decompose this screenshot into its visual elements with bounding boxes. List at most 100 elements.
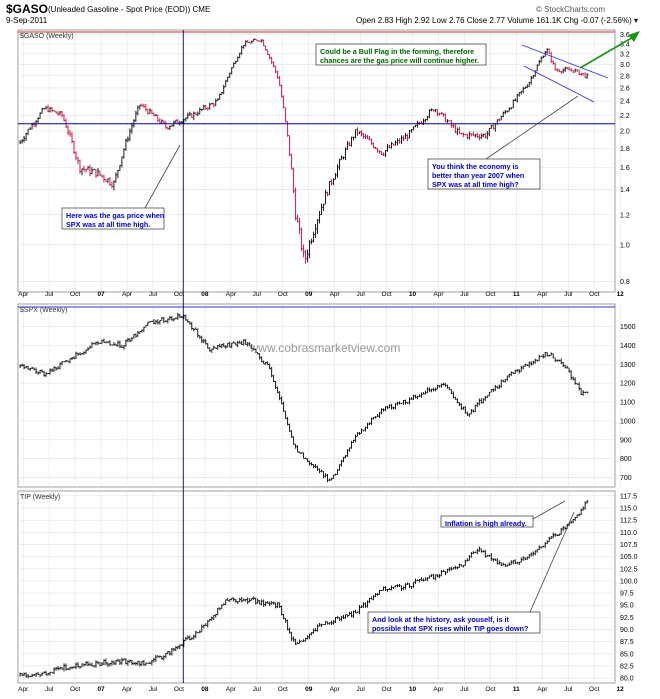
x-tick-label: Apr	[122, 291, 133, 298]
annotation-gas-price: Here was the gas price when SPX was at al…	[66, 211, 164, 229]
y-tick-label: 1300	[620, 362, 636, 369]
x-tick-label: 10	[409, 686, 417, 693]
y-tick-label: 800	[620, 456, 632, 463]
x-tick-label: Apr	[122, 686, 133, 693]
flag-upper-line	[521, 44, 609, 79]
y-tick-label: 1.4	[620, 187, 630, 194]
x-tick-label: Apr	[330, 291, 341, 298]
x-tick-label: Jul	[564, 686, 573, 693]
y-tick-label: 2.4	[620, 99, 630, 106]
y-tick-label: 900	[620, 437, 632, 444]
annotation-inflation-pointer	[532, 500, 566, 520]
y-tick-label: 1.0	[620, 242, 630, 249]
annotation-bull-flag: Could be a Bull Flag in the forming, the…	[320, 47, 479, 65]
x-tick-label: 09	[305, 291, 313, 298]
annotation-economy-box	[427, 158, 541, 190]
panel-title: $GASO (Weekly)	[20, 33, 74, 40]
x-tick-label: Apr	[537, 291, 548, 298]
x-tick-label: Oct	[70, 686, 80, 693]
y-tick-label: 3.0	[620, 62, 630, 69]
watermark: www.cobrasmarketview.com	[249, 341, 401, 355]
y-tick-label: 1.8	[620, 146, 630, 153]
y-tick-label: 100.0	[620, 578, 638, 585]
x-tick-label: Jul	[564, 291, 573, 298]
y-tick-label: 97.5	[620, 591, 634, 598]
x-tick-label: 12	[617, 291, 625, 298]
y-tick-label: 1.2	[620, 212, 630, 219]
x-tick-label: Apr	[226, 291, 237, 298]
y-tick-label: 105.0	[620, 554, 638, 561]
x-tick-label: Apr	[537, 686, 548, 693]
x-tick-label: Apr	[433, 686, 444, 693]
x-tick-label: Oct	[382, 291, 392, 298]
y-tick-label: 80.0	[620, 676, 634, 683]
x-tick-label: Jul	[356, 686, 365, 693]
y-tick-label: 110.0	[620, 530, 637, 537]
y-tick-label: 3.2	[620, 51, 630, 58]
y-tick-label: 117.5	[620, 493, 637, 500]
x-tick-label: Oct	[70, 291, 80, 298]
y-tick-label: 2.0	[620, 128, 630, 135]
y-tick-label: 700	[620, 475, 632, 482]
x-tick-label: Oct	[278, 686, 288, 693]
x-tick-label: Apr	[18, 291, 29, 298]
x-tick-label: Oct	[589, 686, 599, 693]
annotation-tip-history: And look at the history, ask youself, is…	[372, 615, 528, 633]
x-tick-label: 08	[201, 291, 209, 298]
x-tick-label: Oct	[485, 686, 495, 693]
x-tick-label: 07	[97, 686, 105, 693]
panel-1	[17, 303, 616, 488]
annotation-bull-flag-box	[315, 43, 487, 66]
y-tick-label: 107.5	[620, 542, 638, 549]
x-tick-label: 11	[513, 686, 520, 693]
x-tick-label: 10	[409, 291, 417, 298]
y-tick-label: 1500	[620, 324, 636, 331]
x-tick-label: 11	[513, 291, 520, 298]
x-tick-label: Jul	[45, 686, 54, 693]
x-tick-label: Oct	[382, 686, 392, 693]
x-tick-label: Jul	[460, 686, 469, 693]
y-tick-label: 95.0	[620, 603, 634, 610]
y-tick-label: 0.8	[620, 279, 630, 286]
annotation-inflation-box	[440, 515, 534, 528]
y-tick-label: 1000	[620, 418, 636, 425]
price-bars	[19, 500, 589, 679]
annotation-economy: You think the economy is better than year…	[432, 162, 524, 189]
annotation-gas-price-pointer	[144, 144, 181, 209]
y-tick-label: 3.4	[620, 41, 630, 48]
x-tick-label: Jul	[356, 291, 365, 298]
y-tick-label: 2.8	[620, 73, 630, 80]
x-tick-label: 07	[97, 291, 105, 298]
y-tick-label: 87.5	[620, 639, 634, 646]
y-tick-label: 90.0	[620, 627, 634, 634]
x-tick-label: Apr	[433, 291, 444, 298]
x-tick-label: Oct	[589, 291, 599, 298]
up-arrow	[579, 35, 636, 69]
arrow-head	[628, 31, 640, 42]
chart-date: 9-Sep-2011	[6, 16, 48, 25]
price-bars	[19, 312, 589, 483]
y-tick-label: 85.0	[620, 651, 634, 658]
y-tick-label: 1100	[620, 400, 635, 407]
x-tick-label: Jul	[253, 686, 262, 693]
y-tick-label: 2.2	[620, 113, 630, 120]
x-tick-label: Oct	[174, 291, 184, 298]
annotation-inflation: Inflation is high already.	[445, 519, 527, 528]
x-tick-label: Apr	[226, 686, 237, 693]
x-tick-label: 08	[201, 686, 209, 693]
x-tick-label: Apr	[18, 686, 29, 693]
x-tick-label: Oct	[485, 291, 495, 298]
x-tick-label: Jul	[149, 686, 158, 693]
x-tick-label: 12	[617, 686, 625, 693]
y-tick-label: 112.5	[620, 518, 637, 525]
symbol-description: (Unleaded Gasoline - Spot Price (EOD)) C…	[48, 5, 211, 14]
annotation-tip-history-pointer	[529, 511, 575, 613]
quote-readout: Open 2.83 High 2.92 Low 2.76 Close 2.77 …	[356, 16, 638, 25]
symbol-title: $GASO	[6, 2, 49, 16]
y-tick-label: 1200	[620, 381, 636, 388]
x-tick-label: 09	[305, 686, 313, 693]
x-tick-label: Apr	[330, 686, 341, 693]
x-tick-label: Oct	[174, 686, 184, 693]
